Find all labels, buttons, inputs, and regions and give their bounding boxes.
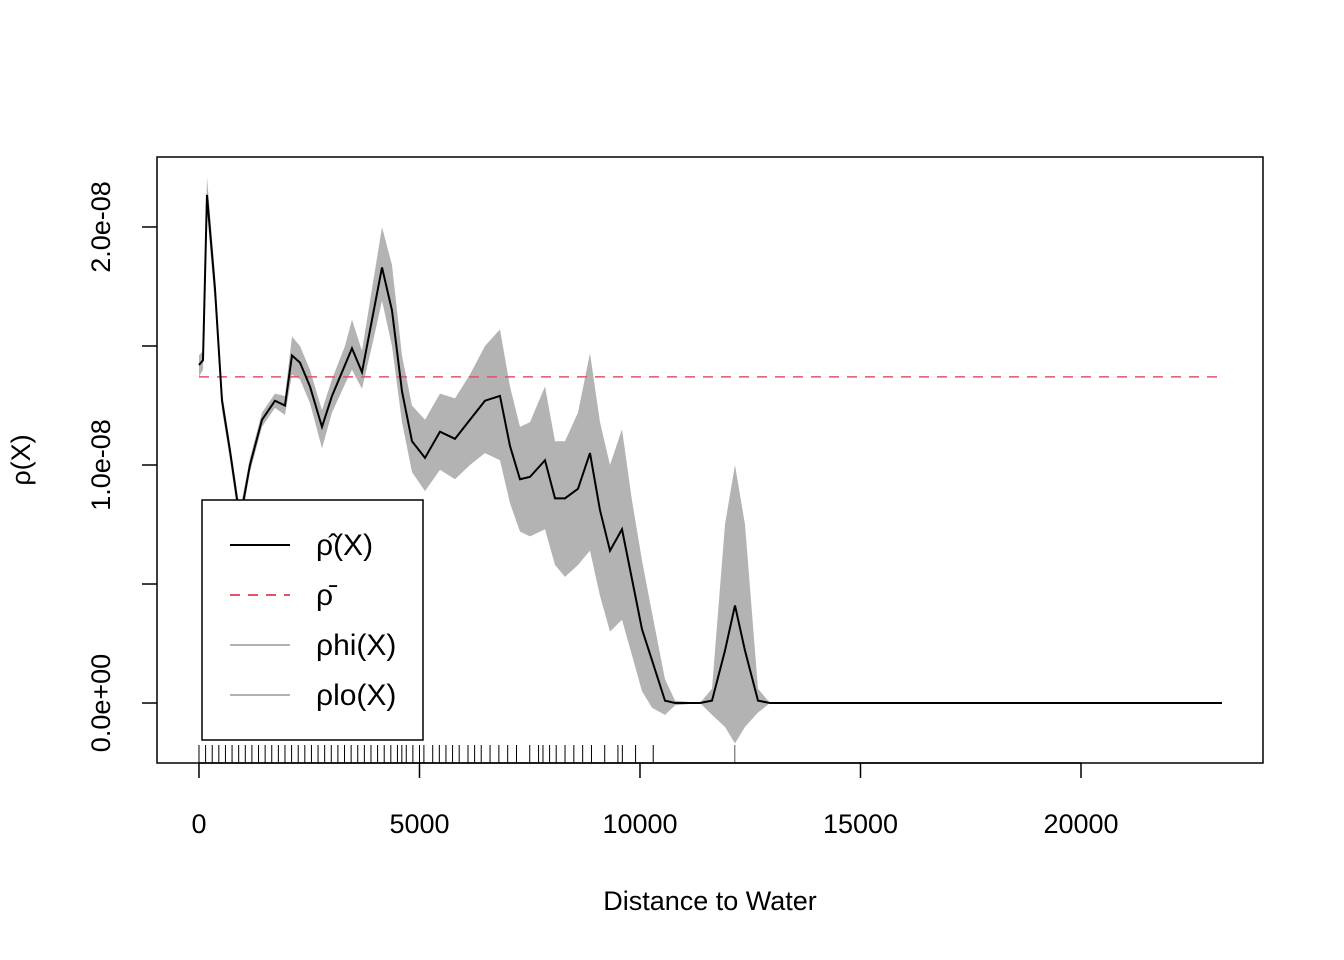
y-tick-label: 2.0e-08 — [86, 181, 116, 273]
legend-label: ρ̄ — [316, 579, 338, 612]
x-tick-label: 5000 — [389, 809, 449, 839]
x-tick-label: 0 — [191, 809, 206, 839]
x-tick-label: 15000 — [823, 809, 898, 839]
x-tick-label: 20000 — [1043, 809, 1118, 839]
y-tick-label: 0.0e+00 — [86, 654, 116, 752]
legend-label: ρhi(X) — [316, 629, 396, 662]
y-tick-label: 1.0e-08 — [86, 419, 116, 511]
legend-box — [201, 499, 424, 741]
line — [198, 194, 1222, 705]
legend-label: ρlo(X) — [316, 679, 396, 712]
x-axis-label: Distance to Water — [603, 886, 817, 916]
y-axis-label: ρ(X) — [6, 434, 36, 485]
legend-label: ρ̂(X) — [316, 529, 373, 562]
x-tick-label: 10000 — [602, 809, 677, 839]
